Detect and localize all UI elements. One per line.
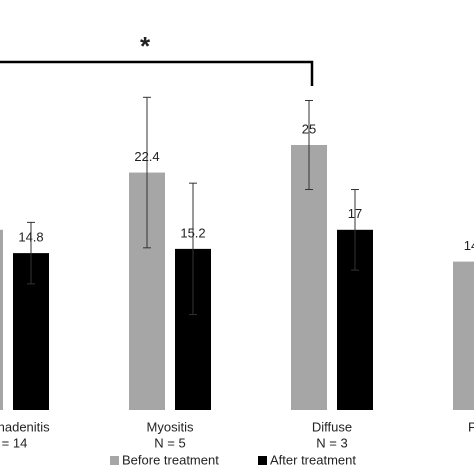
- bar: [0, 229, 3, 410]
- value-label: 14: [464, 238, 474, 253]
- category-count: N = 5: [154, 435, 185, 450]
- legend-swatch: [258, 456, 267, 465]
- value-label: 15.2: [180, 225, 205, 240]
- category-label: Posterior: [468, 419, 474, 434]
- category-label: Lymphadenitis: [0, 419, 50, 434]
- legend-label: Before treatment: [122, 452, 219, 467]
- value-label: 22.4: [134, 149, 159, 164]
- category-count: N = 14: [0, 435, 27, 450]
- category-label: Diffuse: [312, 419, 352, 434]
- legend-swatch: [110, 456, 119, 465]
- legend-label: After treatment: [270, 452, 356, 467]
- value-label: 14.8: [18, 230, 43, 245]
- category-count: N = 3: [316, 435, 347, 450]
- significance-bracket: [0, 60, 314, 86]
- category-label: Myositis: [147, 419, 194, 434]
- significance-star: *: [140, 31, 151, 61]
- value-label: 25: [302, 121, 316, 136]
- bar: [453, 261, 474, 410]
- value-label: 17: [348, 206, 362, 221]
